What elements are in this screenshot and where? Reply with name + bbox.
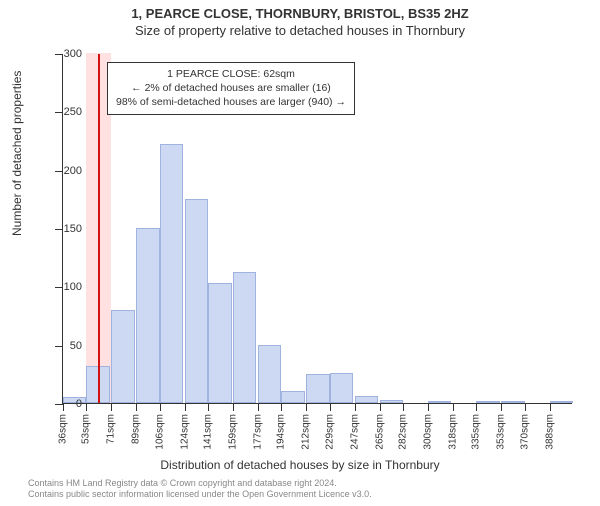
x-tick-label: 318sqm [447,414,458,450]
x-tick-label: 106sqm [154,414,165,450]
footer-line: Contains public sector information licen… [28,489,372,500]
footer-line: Contains HM Land Registry data © Crown c… [28,478,372,489]
x-tick [453,403,454,411]
annotation-line: 98% of semi-detached houses are larger (… [116,95,346,109]
x-tick [501,403,502,411]
y-tick-label: 0 [42,398,82,410]
page-title: 1, PEARCE CLOSE, THORNBURY, BRISTOL, BS3… [0,6,600,21]
x-tick [258,403,259,411]
x-tick [330,403,331,411]
x-tick-label: 370sqm [519,414,530,450]
x-tick-label: 71sqm [106,414,117,444]
y-tick-label: 300 [42,48,82,60]
histogram-bar [428,401,451,403]
histogram-bar [160,144,183,403]
x-tick-label: 300sqm [422,414,433,450]
reference-line [98,54,100,403]
x-tick-label: 141sqm [203,414,214,450]
x-tick-label: 229sqm [324,414,335,450]
x-tick-label: 89sqm [131,414,142,444]
page-subtitle: Size of property relative to detached ho… [0,23,600,38]
x-tick [281,403,282,411]
x-tick-label: 124sqm [179,414,190,450]
x-tick-label: 36sqm [58,414,69,444]
y-tick-label: 200 [42,165,82,177]
histogram-bar [111,310,134,403]
chart: 36sqm53sqm71sqm89sqm106sqm124sqm141sqm15… [62,54,572,404]
x-tick-label: 212sqm [301,414,312,450]
x-tick [306,403,307,411]
histogram-bar [185,199,208,403]
x-tick [550,403,551,411]
x-tick-label: 53sqm [81,414,92,444]
x-tick [428,403,429,411]
histogram-bar [501,401,524,403]
x-tick-label: 265sqm [374,414,385,450]
y-tick-label: 50 [42,340,82,352]
annotation-line: 1 PEARCE CLOSE: 62sqm [116,67,346,81]
plot-area: 36sqm53sqm71sqm89sqm106sqm124sqm141sqm15… [62,54,572,404]
y-axis-label: Number of detached properties [10,71,24,236]
y-tick-label: 100 [42,281,82,293]
footer-attribution: Contains HM Land Registry data © Crown c… [28,478,372,501]
histogram-bar [380,400,403,404]
x-tick [111,403,112,411]
histogram-bar [281,391,304,403]
x-tick-label: 194sqm [276,414,287,450]
histogram-bar [476,401,499,403]
x-tick [355,403,356,411]
histogram-bar [306,374,329,403]
x-tick-label: 335sqm [471,414,482,450]
annotation-box: 1 PEARCE CLOSE: 62sqm← 2% of detached ho… [107,62,355,115]
x-tick [380,403,381,411]
x-axis-label: Distribution of detached houses by size … [0,458,600,472]
x-tick-label: 353sqm [496,414,507,450]
histogram-bar [330,373,353,403]
x-tick [208,403,209,411]
x-tick [136,403,137,411]
x-tick-label: 282sqm [398,414,409,450]
x-tick-label: 159sqm [228,414,239,450]
x-tick-label: 388sqm [544,414,555,450]
annotation-line: ← 2% of detached houses are smaller (16) [116,81,346,95]
x-tick [86,403,87,411]
histogram-bar [550,401,573,403]
x-tick [233,403,234,411]
histogram-bar [136,228,159,403]
histogram-bar [208,283,231,403]
y-tick-label: 250 [42,106,82,118]
x-tick-label: 247sqm [349,414,360,450]
histogram-bar [355,396,378,403]
x-tick [525,403,526,411]
x-tick [185,403,186,411]
x-tick [476,403,477,411]
x-tick [403,403,404,411]
y-tick-label: 150 [42,223,82,235]
x-tick-label: 177sqm [252,414,263,450]
histogram-bar [258,345,281,403]
histogram-bar [233,272,256,403]
x-tick [160,403,161,411]
